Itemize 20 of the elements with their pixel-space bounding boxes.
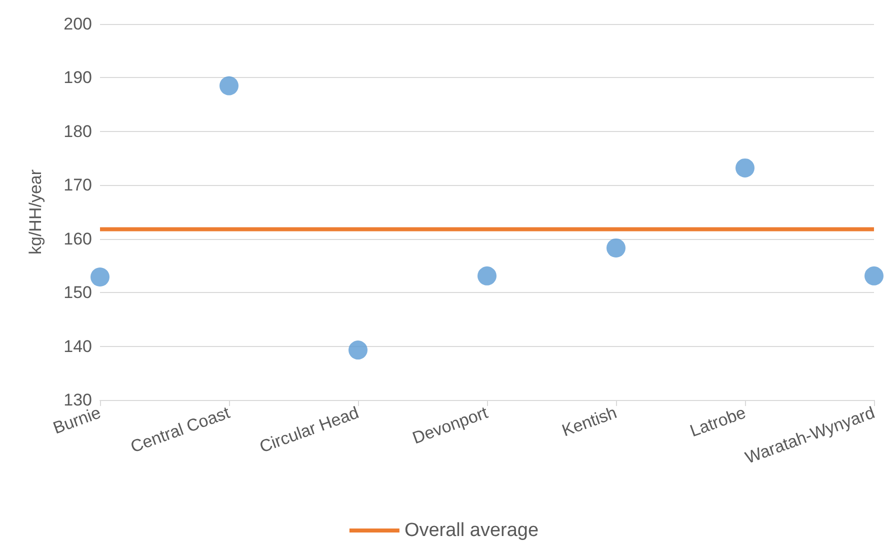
- x-tick-label: Kentish: [559, 403, 620, 440]
- y-tick-label: 140: [64, 336, 92, 356]
- y-axis-title: kg/HH/year: [26, 169, 45, 255]
- point: [478, 266, 496, 286]
- y-tick-label: 170: [64, 176, 92, 195]
- legend-label: Overall average: [404, 520, 539, 541]
- x-tick-label: Latrobe: [688, 403, 748, 441]
- y-tick-label: 150: [64, 283, 92, 302]
- point: [220, 76, 238, 96]
- point: [90, 268, 110, 286]
- point: [348, 340, 368, 360]
- point: [606, 238, 626, 258]
- point: [736, 158, 754, 178]
- x-tick-label: Circular Head: [257, 403, 362, 456]
- y-tick-label: 180: [64, 122, 92, 141]
- y-tick-label: 190: [64, 68, 92, 88]
- point: [864, 266, 884, 286]
- y-tick-label: 160: [64, 229, 92, 248]
- y-tick-label: 130: [64, 390, 92, 410]
- y-tick-label: 200: [64, 14, 92, 34]
